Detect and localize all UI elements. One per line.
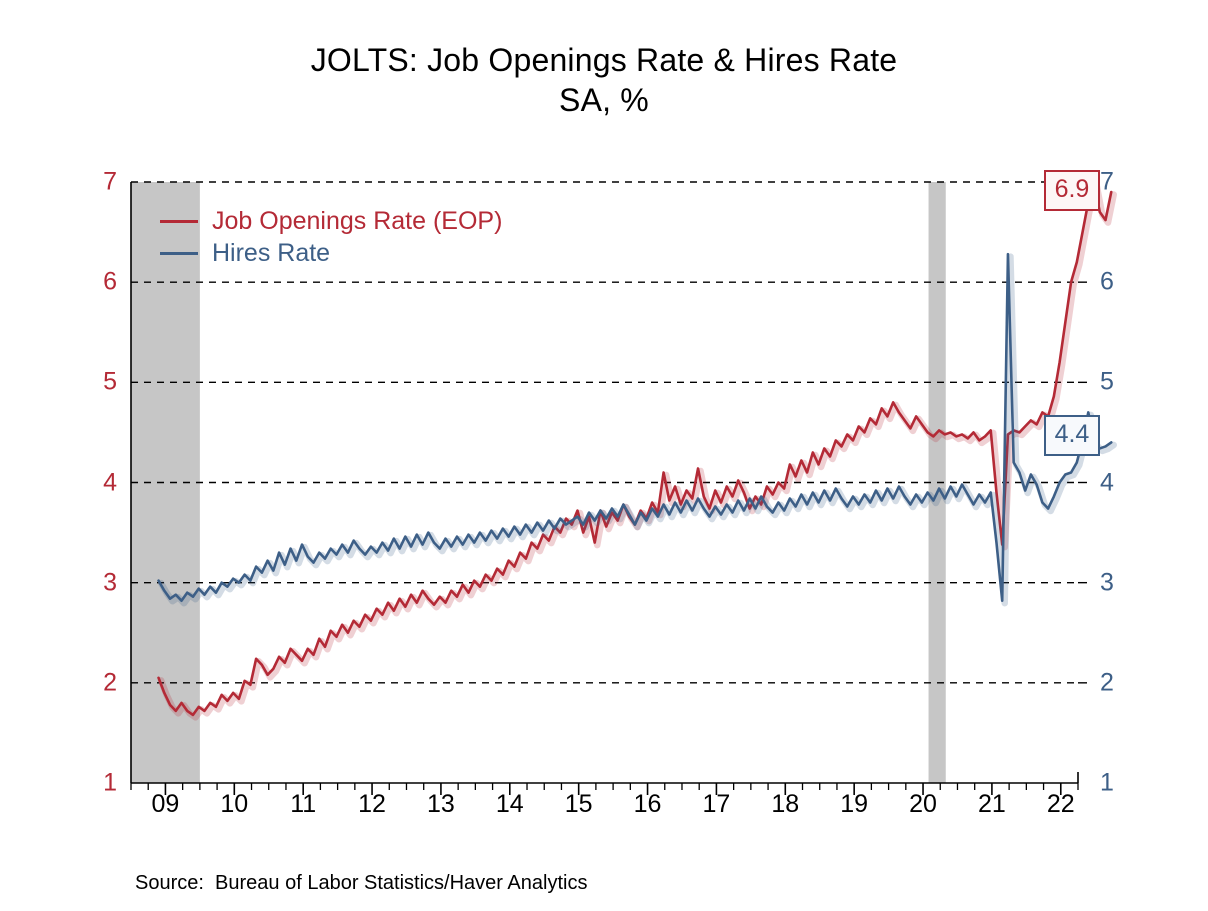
- legend-item-job-openings: Job Openings Rate (EOP): [160, 205, 502, 237]
- y-axis-left-tick-3: 3: [103, 568, 117, 597]
- series-line-hires: [157, 252, 1113, 602]
- x-axis-tick-17: 17: [702, 790, 731, 818]
- x-axis-tick-11: 11: [290, 790, 317, 818]
- x-axis-tick-21: 21: [978, 790, 1006, 818]
- x-axis-tick-09: 09: [151, 790, 180, 818]
- x-axis-tick-10: 10: [220, 790, 249, 818]
- legend-swatch-job-openings-icon: [160, 219, 198, 223]
- x-axis-tick-12: 12: [358, 790, 386, 818]
- y-axis-right-tick-6: 6: [1100, 267, 1114, 296]
- y-axis-right-tick-4: 4: [1100, 468, 1114, 496]
- y-axis-right-tick-2: 2: [1100, 668, 1114, 697]
- source-note: Source: Bureau of Labor Statistics/Haver…: [135, 872, 588, 894]
- y-axis-left-tick-6: 6: [103, 267, 117, 296]
- legend-swatch-hires-icon: [160, 251, 198, 255]
- x-axis-tick-15: 15: [564, 790, 593, 818]
- legend-label-hires: Hires Rate: [212, 238, 331, 267]
- x-axis-tick-20: 20: [909, 790, 937, 818]
- y-axis-left-tick-5: 5: [103, 367, 117, 396]
- chart-title: JOLTS: Job Openings Rate & Hires Rate SA…: [0, 40, 1208, 120]
- chart-legend: Job Openings Rate (EOP) Hires Rate: [160, 205, 502, 269]
- legend-item-hires: Hires Rate: [160, 237, 502, 269]
- chart-title-line1: JOLTS: Job Openings Rate & Hires Rate: [310, 42, 898, 78]
- x-axis-tick-16: 16: [633, 790, 662, 818]
- y-axis-left-tick-4: 4: [103, 468, 117, 496]
- legend-label-job-openings: Job Openings Rate (EOP): [212, 206, 503, 235]
- x-axis-tick-19: 19: [840, 790, 869, 818]
- x-axis-tick-14: 14: [495, 790, 524, 818]
- y-axis-left-tick-1: 1: [103, 768, 117, 797]
- x-axis-tick-18: 18: [771, 790, 800, 818]
- x-axis-tick-13: 13: [427, 790, 455, 818]
- y-axis-right-tick-1: 1: [1100, 768, 1114, 797]
- y-axis-left-tick-2: 2: [103, 668, 117, 697]
- y-axis-right-tick-5: 5: [1100, 367, 1114, 396]
- callout-hires-value: 4.4: [1043, 415, 1101, 457]
- y-axis-right-tick-7: 7: [1100, 167, 1114, 196]
- y-axis-left-tick-7: 7: [103, 167, 117, 196]
- callout-job-openings-value: 6.9: [1043, 170, 1101, 212]
- y-axis-right-tick-3: 3: [1100, 568, 1114, 597]
- x-axis-tick-22: 22: [1046, 790, 1075, 818]
- chart-subtitle: SA, %: [559, 82, 649, 118]
